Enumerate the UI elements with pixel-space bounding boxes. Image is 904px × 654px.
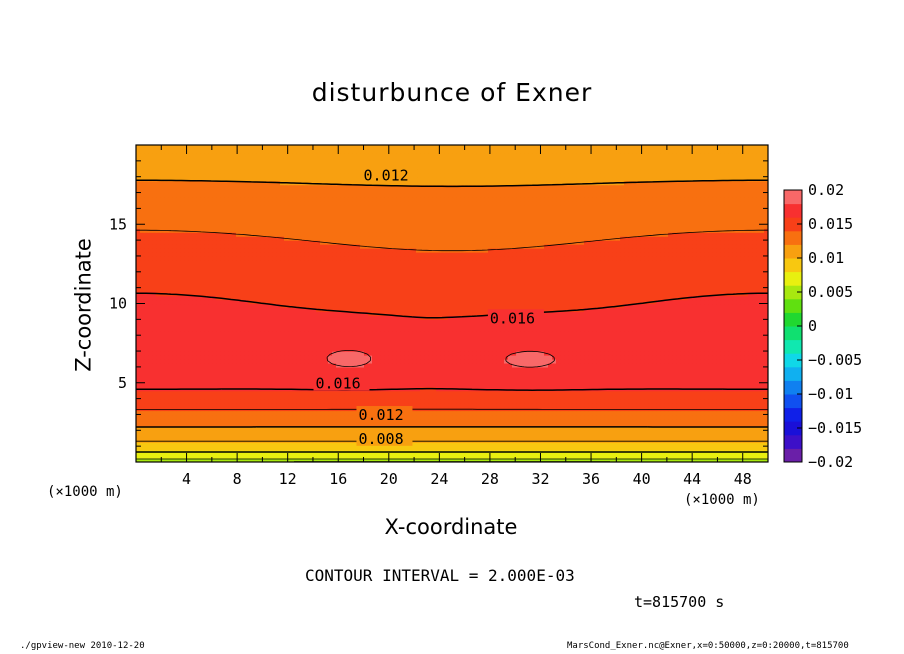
colorbar-swatch <box>784 380 802 395</box>
x-tick-label: 16 <box>329 470 347 488</box>
x-unit-label-left: (×1000 m) <box>47 484 123 500</box>
x-tick-label: 40 <box>633 470 651 488</box>
contour-label: 0.008 <box>358 430 403 448</box>
contour-interval-note: CONTOUR INTERVAL = 2.000E-03 <box>305 566 575 585</box>
x-tick-label: 44 <box>683 470 701 488</box>
y-axis-label: Z-coordinate <box>71 238 96 372</box>
colorbar-swatch <box>784 339 802 354</box>
x-tick-label: 24 <box>430 470 448 488</box>
colorbar-tick-label: 0.015 <box>808 215 853 233</box>
footer-right: MarsCond_Exner.nc@Exner,x=0:50000,z=0:20… <box>567 641 849 651</box>
contour-label-background <box>487 309 544 326</box>
colorbar-swatch <box>784 312 802 327</box>
contour-label-background <box>361 166 418 183</box>
colorbar-swatch <box>784 271 802 286</box>
x-tick-label: 28 <box>481 470 499 488</box>
colorbar-swatch <box>784 203 802 218</box>
colorbar-swatch <box>784 407 802 422</box>
x-tick-label: 20 <box>380 470 398 488</box>
colorbar-swatch <box>784 434 802 449</box>
colorbar-tick-label: 0 <box>808 317 817 335</box>
colorbar-tick-label: −0.015 <box>808 419 862 437</box>
contour-label: 0.016 <box>490 309 535 327</box>
contour-label-background <box>356 406 413 423</box>
y-tick-label: 10 <box>109 295 127 313</box>
colorbar-swatch <box>784 190 802 205</box>
colorbar-swatch <box>784 244 802 259</box>
footer-left: ./gpview-new 2010-12-20 <box>20 641 145 651</box>
contour-line <box>136 229 768 410</box>
colorbar-tick-label: −0.01 <box>808 385 853 403</box>
y-tick-label: 5 <box>118 374 127 392</box>
colorbar-swatch <box>784 394 802 409</box>
colorbar-tick-label: −0.005 <box>808 351 862 369</box>
colorbar-swatch <box>784 448 802 463</box>
colorbar-swatch <box>784 258 802 273</box>
colorbar-tick-label: 0.01 <box>808 249 844 267</box>
contour-label-background <box>313 374 370 391</box>
contour-label: 0.012 <box>358 406 403 424</box>
contour-lines <box>136 179 768 462</box>
colorbar-tick-label: 0.02 <box>808 181 844 199</box>
plot-area <box>136 145 768 462</box>
contour-labels: 0.012 0.016 0.016 0.012 0.008 <box>313 166 544 448</box>
colorbar-swatch <box>784 366 802 381</box>
x-tick-label: 4 <box>182 470 191 488</box>
colorbar-swatch <box>784 285 802 300</box>
x-tick-label: 36 <box>582 470 600 488</box>
time-label: t=815700 s <box>634 593 725 611</box>
x-tick-label: 48 <box>734 470 752 488</box>
colorbar: 0.02 0.015 0.01 0.005 0 −0.005 −0.01 −0.015 −0.0… <box>783 181 862 471</box>
y-tick-label: 15 <box>109 215 127 233</box>
contour-label: 0.016 <box>315 374 360 392</box>
colorbar-swatch <box>784 421 802 436</box>
colorbar-swatch <box>784 230 802 245</box>
contour-line <box>136 179 768 428</box>
x-tick-label: 12 <box>279 470 297 488</box>
colorbar-tick-label: −0.02 <box>808 453 853 471</box>
colorbar-swatch <box>784 326 802 341</box>
chart-title: disturbunce of Exner <box>311 78 593 107</box>
colorbar-tick-label: 0.005 <box>808 283 853 301</box>
x-tick-label: 8 <box>233 470 242 488</box>
colorbar-swatch <box>784 217 802 232</box>
x-tick-label: 32 <box>531 470 549 488</box>
contour-label-background <box>356 429 413 446</box>
contour-line <box>326 350 555 368</box>
colorbar-swatch <box>784 353 802 368</box>
contour-label: 0.012 <box>364 167 409 185</box>
x-unit-label-right: (×1000 m) <box>684 492 760 508</box>
x-axis-label: X-coordinate <box>384 515 518 539</box>
colorbar-swatch <box>784 298 802 313</box>
